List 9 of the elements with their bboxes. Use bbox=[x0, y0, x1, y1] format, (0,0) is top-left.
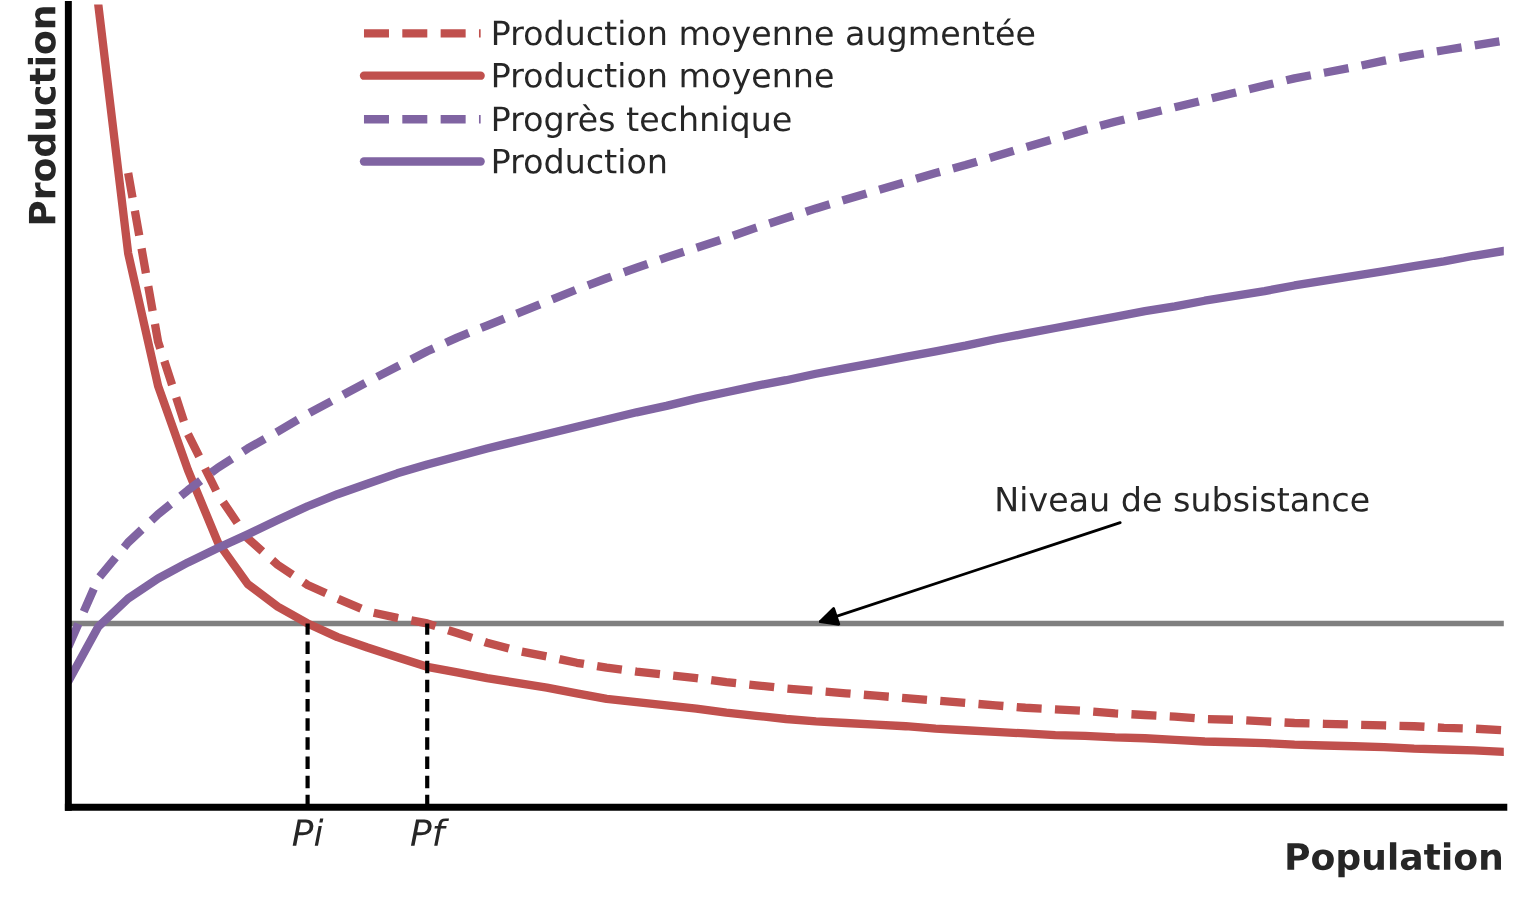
x-tick-label: Pi bbox=[292, 818, 324, 846]
x-axis-title: Population bbox=[1287, 842, 1501, 878]
y-axis-title: Production bbox=[27, 7, 56, 224]
legend-label: Production moyenne bbox=[493, 62, 833, 95]
legend-label: Progrès technique bbox=[493, 104, 791, 138]
ref-line-label: Niveau de subsistance bbox=[997, 486, 1369, 512]
x-tick-label: Pf bbox=[410, 818, 450, 846]
legend-label: Production moyenne augmentée bbox=[493, 18, 1035, 53]
legend-label: Production bbox=[493, 147, 666, 174]
